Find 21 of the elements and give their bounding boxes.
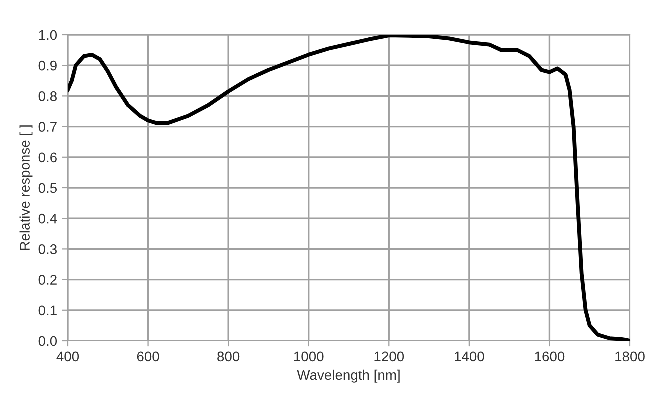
x-tick-label: 1000 — [294, 352, 324, 362]
x-tick-label: 1800 — [616, 352, 645, 362]
x-tick-label: 1200 — [374, 352, 404, 362]
x-axis-title: Wavelength [nm] — [297, 370, 400, 383]
y-tick-label: 0.0 — [38, 336, 58, 346]
x-tick-label: 600 — [137, 352, 160, 362]
y-axis-title: Relative response [ ] — [20, 126, 33, 250]
y-tick-label: 0.8 — [38, 92, 57, 102]
y-tick-label: 1.0 — [39, 30, 58, 40]
y-tick-label: 0.5 — [38, 183, 58, 194]
y-tick-label: 0.6 — [38, 152, 57, 163]
x-tick-label: 400 — [56, 352, 80, 362]
x-tick-label: 800 — [218, 352, 240, 362]
y-tick-label: 0.9 — [38, 60, 57, 71]
x-tick-label: 1600 — [535, 352, 565, 362]
y-tick-label: 0.2 — [38, 275, 57, 285]
y-tick-label: 0.3 — [38, 244, 57, 254]
x-tick-label: 1400 — [455, 352, 484, 362]
y-tick-label: 0.4 — [38, 214, 58, 224]
y-tick-label: 0.1 — [38, 306, 57, 316]
y-tick-label: 0.7 — [38, 122, 57, 132]
